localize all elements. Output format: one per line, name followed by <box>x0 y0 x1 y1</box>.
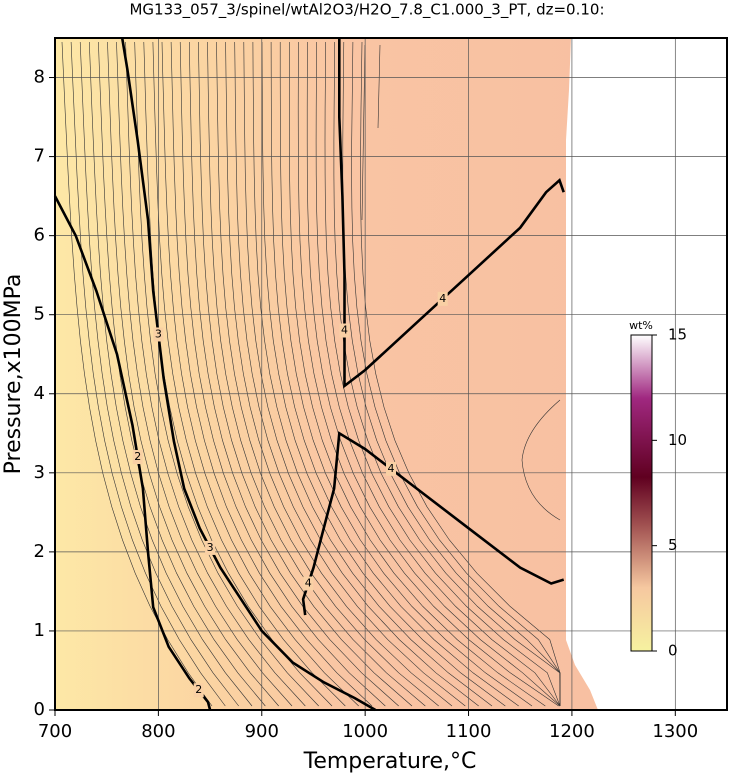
contour-label-bg <box>153 327 164 342</box>
x-tick-label: 900 <box>245 721 279 742</box>
y-tick-label: 6 <box>34 225 45 246</box>
thin-contour <box>179 41 386 707</box>
thin-contour <box>333 41 561 707</box>
thin-contour <box>152 41 346 707</box>
y-tick-label: 2 <box>34 541 45 562</box>
contour-line <box>120 37 377 712</box>
y-tick-label: 7 <box>34 146 45 167</box>
thin-contour <box>98 41 266 707</box>
chart-title: MG133_057_3/spinel/wtAl2O3/H2O_7.8_C1.00… <box>129 1 604 20</box>
contour-label: 4 <box>305 577 312 590</box>
thin-contour <box>198 41 413 707</box>
x-tick-label: 800 <box>141 721 175 742</box>
thin-contour <box>189 41 399 707</box>
thin-contour <box>216 41 439 707</box>
x-tick-label: 700 <box>38 721 72 742</box>
thin-contour <box>89 41 253 707</box>
thin-contour <box>125 41 306 707</box>
thin-contour <box>79 41 239 707</box>
thin-contour <box>234 41 466 707</box>
thin-contour <box>315 41 561 707</box>
x-tick-label: 1000 <box>342 721 388 742</box>
contour-label: 2 <box>134 450 141 463</box>
thin-contour <box>243 41 479 707</box>
contour-line <box>53 195 212 711</box>
contour-label: 3 <box>207 541 214 554</box>
thin-contour <box>70 41 226 707</box>
x-tick-label: 1300 <box>652 721 698 742</box>
contour-line <box>338 38 565 389</box>
plot-frame <box>54 37 728 711</box>
thin-contour <box>361 44 561 521</box>
thin-contour <box>261 41 506 707</box>
colorbar-tick-label: 0 <box>668 642 678 660</box>
x-tick-label: 1100 <box>446 721 492 742</box>
data-region <box>55 38 598 710</box>
thin-contour <box>270 41 519 707</box>
colorbar-tick-label: 5 <box>668 536 678 554</box>
contour-label-bg <box>132 450 143 465</box>
thin-contour <box>297 41 559 707</box>
thin-contour <box>360 41 561 706</box>
contour-label-bg <box>386 461 396 476</box>
contour-label-bg <box>437 291 448 306</box>
thin-contour <box>351 41 561 706</box>
thin-contour <box>170 41 373 707</box>
contour-label-bg <box>339 323 350 338</box>
y-tick-label: 4 <box>34 383 45 404</box>
y-tick-label: 0 <box>34 699 45 720</box>
colorbar-tick-label: 15 <box>668 326 687 344</box>
contour-label-bg <box>303 576 314 591</box>
colorbar-label: wt% <box>629 319 653 332</box>
thin-contour <box>107 41 279 707</box>
x-tick-label: 1200 <box>549 721 595 742</box>
colorbar <box>630 334 653 652</box>
contour-label: 2 <box>195 683 202 696</box>
thin-contour <box>324 41 561 707</box>
y-tick-label: 3 <box>34 462 45 483</box>
thin-contour <box>306 41 561 707</box>
contour-label: 4 <box>439 292 446 305</box>
contour-label-bg <box>205 540 216 555</box>
thin-contour <box>61 41 213 707</box>
thin-contour <box>161 41 359 707</box>
thin-contour <box>289 42 546 707</box>
contour-label: 4 <box>341 324 348 337</box>
contour-label: 3 <box>155 327 162 340</box>
thin-contour <box>279 42 533 707</box>
y-tick-label: 8 <box>34 67 45 88</box>
y-tick-label: 1 <box>34 620 45 641</box>
x-axis-label: Temperature,°C <box>303 749 477 774</box>
contour-label: 4 <box>388 462 395 475</box>
colorbar-tick-label: 10 <box>668 431 687 449</box>
y-tick-label: 5 <box>34 304 45 325</box>
thin-contour <box>207 41 426 707</box>
contour-line <box>301 431 565 616</box>
thin-contour <box>225 41 453 707</box>
y-axis-label: Pressure,x100MPa <box>1 274 26 475</box>
thin-contour <box>116 41 293 707</box>
thin-contour <box>252 41 493 707</box>
contour-label-bg <box>193 683 204 698</box>
